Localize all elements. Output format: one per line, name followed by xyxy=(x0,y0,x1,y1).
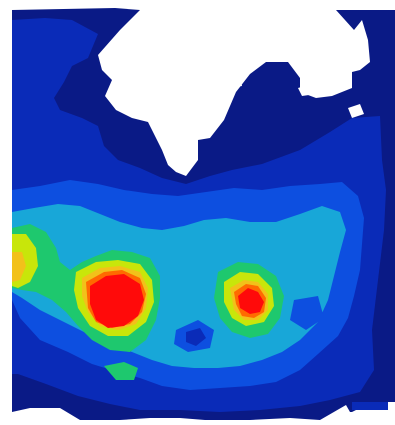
contour-hole xyxy=(228,76,242,88)
contour-hole xyxy=(298,84,316,96)
contour-hole xyxy=(348,104,364,118)
contour-hole xyxy=(272,40,286,50)
contour-hole xyxy=(186,328,206,346)
contour-hole xyxy=(290,296,324,330)
contour-level-8 xyxy=(238,288,264,314)
contour-level-8 xyxy=(90,274,144,328)
contour-hole xyxy=(320,24,342,42)
bottom-mark xyxy=(352,402,388,410)
contour-hole xyxy=(198,110,216,124)
contour-level-6 xyxy=(12,252,26,282)
contour-level-4 xyxy=(104,362,138,380)
